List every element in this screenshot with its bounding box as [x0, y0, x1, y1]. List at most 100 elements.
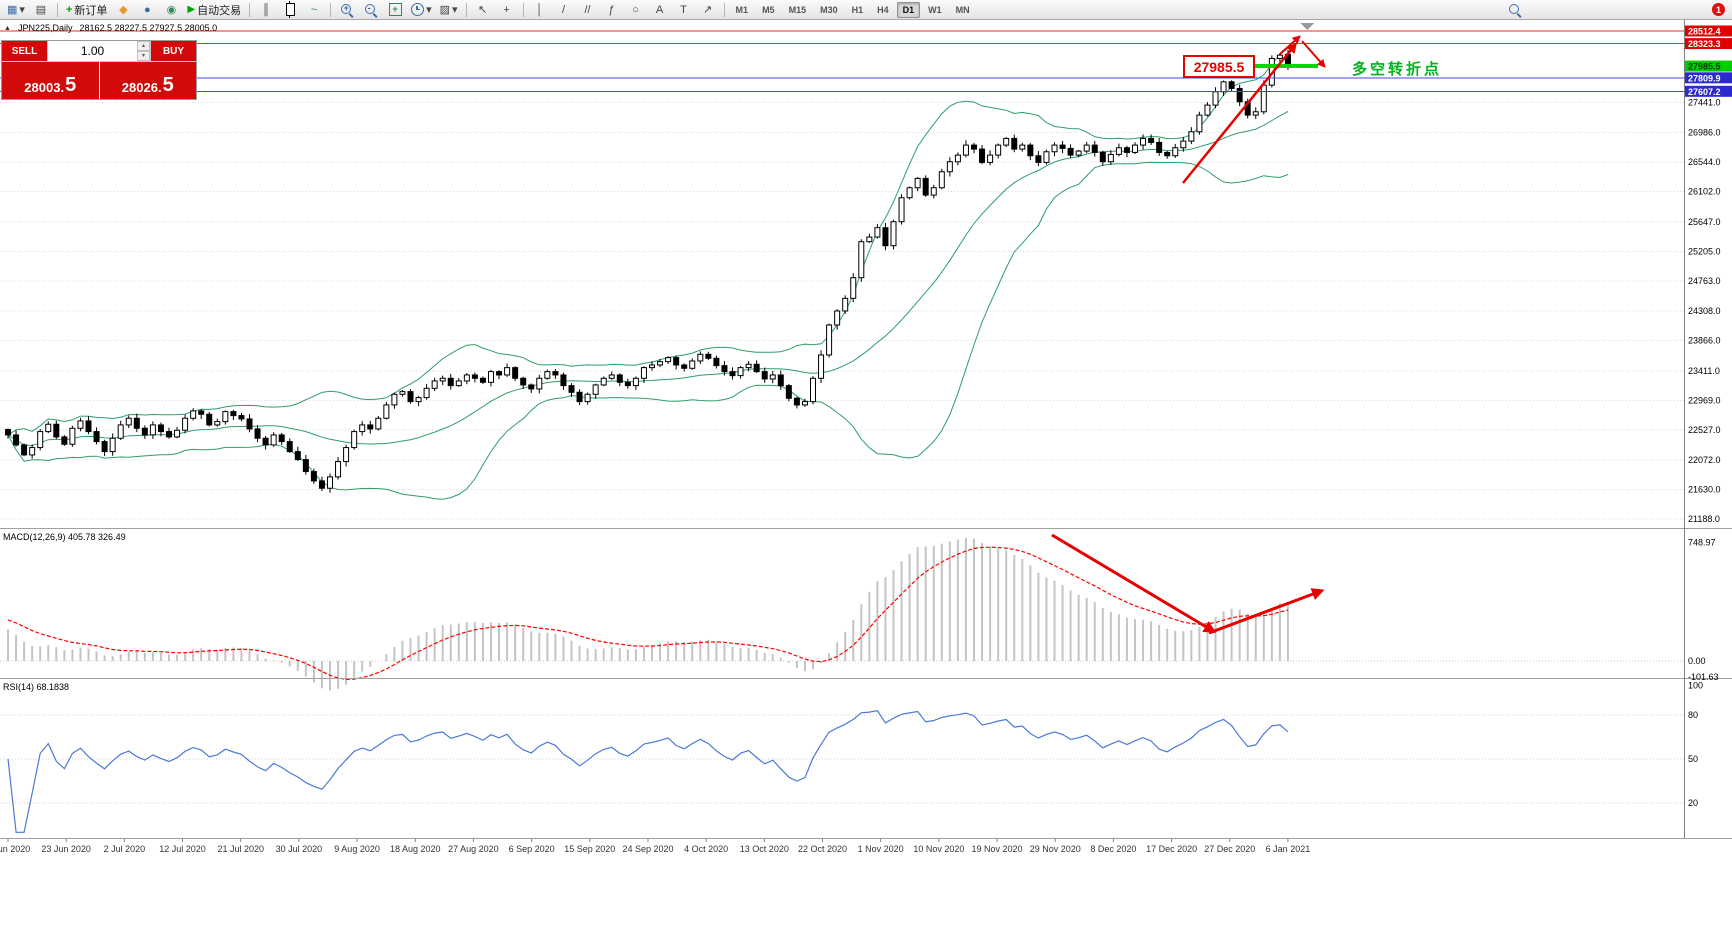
svg-text:21 Jul 2020: 21 Jul 2020	[217, 844, 264, 854]
sell-button[interactable]: SELL	[2, 41, 47, 61]
strategy-tester-button[interactable]: ◉	[160, 1, 182, 19]
svg-text:6 Jan 2021: 6 Jan 2021	[1266, 844, 1311, 854]
candlestick-chart-button[interactable]	[279, 1, 301, 19]
buy-button[interactable]: BUY	[151, 41, 196, 61]
svg-text:23866.0: 23866.0	[1688, 336, 1721, 346]
timeframe-m5[interactable]: M5	[762, 4, 775, 15]
zoom-out-icon: -	[364, 3, 378, 17]
svg-text:27985.5: 27985.5	[1688, 62, 1721, 72]
line-chart-button[interactable]: ~	[303, 1, 325, 19]
svg-text:25205.0: 25205.0	[1688, 246, 1721, 256]
zoom-in-button[interactable]: +	[336, 1, 358, 19]
autotrading-button[interactable]: ▶ 自动交易	[184, 1, 244, 19]
horizontal-level-lines[interactable]	[0, 30, 1684, 92]
timeframe-m30[interactable]: M30	[820, 4, 838, 15]
bar-chart-button[interactable]: ║	[255, 1, 277, 19]
svg-text:12 Jul 2020: 12 Jul 2020	[159, 844, 206, 854]
vertical-line-button[interactable]: │	[529, 1, 551, 19]
svg-text:18 Aug 2020: 18 Aug 2020	[390, 844, 441, 854]
fibonacci-button[interactable]: ƒ	[601, 1, 623, 19]
svg-text:26544.0: 26544.0	[1688, 157, 1721, 167]
toolbar-separator	[249, 2, 251, 17]
turning-point-text[interactable]: 多空转折点	[1352, 61, 1443, 78]
timeframe-h1[interactable]: H1	[851, 4, 864, 15]
chevron-down-icon: ▾	[426, 4, 432, 16]
svg-text:27 Aug 2020: 27 Aug 2020	[448, 844, 499, 854]
terminal-button[interactable]: ●	[136, 1, 158, 19]
svg-text:1 Nov 2020: 1 Nov 2020	[858, 844, 904, 854]
svg-text:17 Dec 2020: 17 Dec 2020	[1146, 844, 1197, 854]
svg-text:22969.0: 22969.0	[1688, 395, 1721, 405]
autotrading-label: 自动交易	[197, 4, 242, 17]
strategy-tester-icon: ◉	[166, 4, 177, 16]
svg-text:23411.0: 23411.0	[1688, 366, 1720, 376]
new-chart-button[interactable]: ▦ ▾	[4, 1, 28, 19]
chart-window: 27441.0 26986.0 26544.0 26102.0 25647.0 25205…	[0, 20, 1732, 945]
toolbar-separator	[723, 2, 725, 17]
chart-canvas[interactable]: 27441.0 26986.0 26544.0 26102.0 25647.0 25205…	[0, 20, 1732, 945]
volume-up-button[interactable]: ▴	[137, 41, 150, 51]
shapes-button[interactable]: ○	[625, 1, 647, 19]
notification-badge[interactable]: 1	[1712, 3, 1725, 16]
crosshair-icon: +	[503, 3, 510, 16]
crosshair-button[interactable]: +	[496, 1, 518, 19]
svg-text:50: 50	[1688, 754, 1698, 764]
svg-text:28512.4: 28512.4	[1688, 27, 1721, 37]
toolbar-separator	[330, 2, 332, 17]
toolbar-separator	[465, 2, 467, 17]
profiles-button[interactable]: ▤	[30, 1, 52, 19]
arrows-tool-button[interactable]: ↗	[697, 1, 719, 19]
gridlines	[0, 23, 1684, 520]
vertical-line-icon: │	[536, 3, 543, 16]
price-annotation-label[interactable]: 27985.5	[1183, 55, 1255, 78]
sell-price[interactable]: 28003. 5	[2, 62, 99, 99]
svg-text:80: 80	[1688, 710, 1698, 720]
svg-text:28323.3: 28323.3	[1688, 39, 1721, 49]
svg-text:26102.0: 26102.0	[1688, 187, 1721, 197]
volume-down-button[interactable]: ▾	[137, 51, 150, 61]
svg-text:748.97: 748.97	[1688, 538, 1716, 548]
new-order-icon: +	[65, 3, 73, 16]
text-label-icon: T	[680, 3, 687, 16]
new-order-button[interactable]: + 新订单	[63, 1, 110, 19]
terminal-icon: ●	[144, 3, 151, 16]
price-axis[interactable]: 27441.0 26986.0 26544.0 26102.0 25647.0 25205…	[1685, 25, 1732, 809]
timeframe-mn[interactable]: MN	[955, 4, 970, 15]
svg-text:30 Jul 2020: 30 Jul 2020	[276, 844, 323, 854]
add-indicator-icon: +	[388, 3, 402, 16]
one-click-trading-panel: SELL ▴ ▾ BUY 28003. 5 28026. 5	[1, 40, 197, 100]
timeframe-w1[interactable]: W1	[928, 4, 942, 15]
metaeditor-button[interactable]: ◆	[112, 1, 134, 19]
annotation-arrows[interactable]	[1051, 35, 1326, 635]
svg-text:22527.0: 22527.0	[1688, 425, 1721, 435]
chart-info-line: ▲ JPN225,Daily 28162.5 28227.5 27927.5 2…	[4, 23, 217, 33]
date-axis[interactable]: 4 Jun 2020 23 Jun 2020 2 Jul 2020 12 Jul 20…	[0, 838, 1311, 855]
rsi-label: RSI(14) 68.1838	[3, 682, 70, 692]
volume-input[interactable]	[48, 41, 137, 61]
ellipse-icon: ○	[632, 3, 639, 16]
svg-text:4 Oct 2020: 4 Oct 2020	[684, 844, 728, 854]
periods-button[interactable]: ▾	[408, 1, 435, 19]
svg-text:4 Jun 2020: 4 Jun 2020	[0, 844, 30, 854]
indicators-button[interactable]: +	[384, 1, 406, 19]
timeframe-m15[interactable]: M15	[788, 4, 807, 15]
timeframe-d1[interactable]: D1	[896, 1, 921, 18]
timeframe-h4[interactable]: H4	[877, 4, 889, 15]
bar-chart-icon: ║	[262, 3, 270, 16]
new-order-label: 新订单	[74, 4, 108, 17]
buy-price[interactable]: 28026. 5	[99, 62, 196, 99]
search-button[interactable]	[1504, 1, 1526, 19]
timeframe-m1[interactable]: M1	[735, 4, 749, 15]
text-label-button[interactable]: T	[673, 1, 695, 19]
macd-label: MACD(12,26,9) 405.78 326.49	[3, 532, 126, 542]
text-button[interactable]: A	[649, 1, 671, 19]
one-click-collapse-icon[interactable]: ▲	[4, 24, 11, 32]
zoom-out-button[interactable]: -	[360, 1, 382, 19]
volume-box: ▴ ▾	[47, 41, 151, 61]
channel-button[interactable]: //	[577, 1, 599, 19]
templates-button[interactable]: ▨ ▾	[437, 1, 461, 19]
svg-text:100: 100	[1688, 681, 1703, 691]
buy-price-big: 5	[162, 74, 174, 96]
cursor-button[interactable]: ↖	[472, 1, 494, 19]
trendline-button[interactable]: /	[553, 1, 575, 19]
